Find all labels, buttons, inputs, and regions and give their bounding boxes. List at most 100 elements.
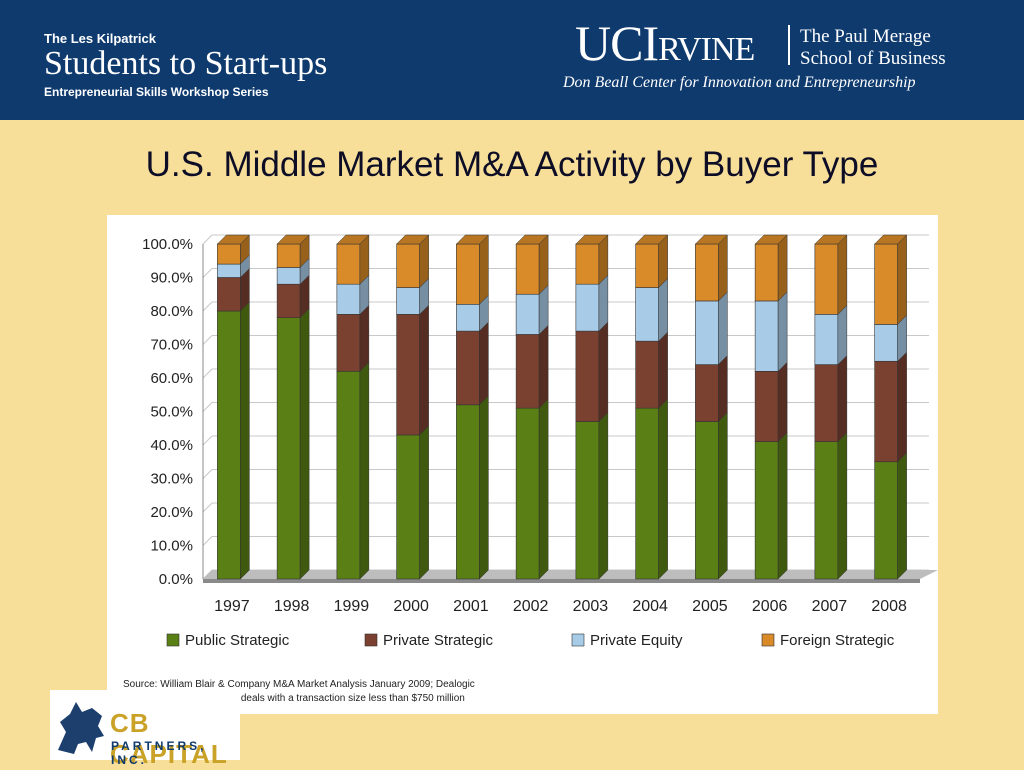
x-tick-label: 2006 bbox=[752, 598, 788, 615]
bar-segment bbox=[276, 317, 301, 580]
legend-swatch bbox=[761, 633, 775, 647]
bar-segment bbox=[635, 287, 659, 342]
cb-capital-logo: CB CAPITAL PARTNERS, INC. bbox=[50, 690, 240, 769]
bar-segment bbox=[336, 283, 361, 315]
bar-segment-side bbox=[777, 361, 788, 443]
bar-top bbox=[455, 234, 489, 245]
gridline-depth bbox=[202, 268, 213, 278]
bar-segment-side bbox=[359, 304, 370, 372]
bar-segment bbox=[754, 371, 779, 442]
header-banner: The Les Kilpatrick Students to Start-ups… bbox=[0, 0, 1024, 120]
bar-top bbox=[874, 234, 908, 245]
bar-segment bbox=[575, 283, 600, 332]
bar-top bbox=[396, 234, 430, 245]
x-tick-label: 2008 bbox=[871, 598, 907, 615]
uci-logo-uc: UCI bbox=[575, 15, 659, 71]
bar-segment bbox=[575, 243, 600, 285]
logo-sub: PARTNERS, INC. bbox=[111, 739, 207, 767]
x-tick-label: 2007 bbox=[812, 598, 848, 615]
bar-segment-side bbox=[419, 304, 429, 436]
bar-segment bbox=[276, 283, 301, 318]
bar-segment bbox=[515, 293, 540, 335]
slide-title: U.S. Middle Market M&A Activity by Buyer… bbox=[145, 145, 879, 184]
bar-segment bbox=[217, 263, 241, 278]
bar-top bbox=[754, 234, 788, 245]
bar-segment-side bbox=[718, 411, 728, 580]
bar-segment-side bbox=[837, 432, 848, 580]
legend-swatch bbox=[571, 633, 585, 647]
legend-swatch bbox=[364, 633, 378, 647]
bar-segment bbox=[754, 441, 779, 580]
bar-segment bbox=[874, 461, 898, 580]
x-tick-label: 1999 bbox=[334, 598, 370, 615]
bar-segment-side bbox=[658, 331, 668, 409]
x-tick-label: 2001 bbox=[453, 598, 489, 615]
bar-segment-side bbox=[897, 234, 907, 326]
bar-segment bbox=[874, 324, 898, 362]
gridline-depth bbox=[202, 234, 213, 245]
bar-segment bbox=[814, 441, 839, 580]
legend-label: Private Strategic bbox=[383, 632, 494, 649]
stacked-bar-chart: 0.0% 10.0% 20.0% 30.0% 40.0% 50.0% 60.0% 70.0% 8… bbox=[142, 234, 938, 649]
bar-segment bbox=[456, 243, 480, 305]
bar-segment-side bbox=[837, 354, 848, 443]
bar-segment bbox=[814, 314, 839, 365]
gridline-depth bbox=[202, 536, 213, 546]
bar-segment-side bbox=[598, 321, 609, 423]
school-name: The Paul Merage School of Business bbox=[800, 26, 946, 70]
bar-segment-side bbox=[718, 354, 728, 423]
bar-top bbox=[276, 234, 310, 245]
bar-top bbox=[336, 234, 370, 245]
chart-floor-edge bbox=[203, 579, 920, 583]
bar-top bbox=[814, 234, 848, 245]
bar-segment bbox=[695, 243, 719, 302]
bar-segment-side bbox=[538, 234, 549, 295]
bar-segment-side bbox=[897, 351, 907, 463]
bar-segment bbox=[217, 310, 241, 580]
gridline-depth bbox=[202, 435, 213, 446]
bar-top bbox=[515, 234, 549, 245]
series-subtitle: Entrepreneurial Skills Workshop Series bbox=[44, 85, 269, 99]
bar-segment-side bbox=[777, 432, 788, 580]
bar-segment bbox=[874, 243, 898, 325]
x-tick-label: 2005 bbox=[692, 598, 728, 615]
bar-segment bbox=[456, 404, 480, 580]
gridline-depth bbox=[202, 402, 213, 412]
bar-segment bbox=[456, 330, 480, 406]
bar-segment bbox=[695, 364, 719, 422]
legend-label: Public Strategic bbox=[185, 632, 290, 649]
chart-panel: 0.0% 10.0% 20.0% 30.0% 40.0% 50.0% 60.0% 70.0% 8… bbox=[107, 215, 938, 714]
bar-segment bbox=[635, 243, 659, 288]
bar-segment bbox=[336, 314, 361, 372]
bar-segment bbox=[217, 277, 241, 312]
bar-segment bbox=[276, 267, 301, 285]
center-name: Don Beall Center for Innovation and Entr… bbox=[563, 74, 916, 91]
bar-segment bbox=[396, 287, 420, 315]
bar-segment bbox=[754, 300, 779, 372]
series-title: Students to Start-ups bbox=[44, 45, 328, 82]
y-tick-label: 0.0% bbox=[159, 571, 193, 588]
bar-segment-side bbox=[777, 291, 788, 372]
legend-swatch bbox=[166, 633, 180, 647]
bar-segment-side bbox=[897, 452, 907, 580]
bar-segment-side bbox=[479, 395, 489, 580]
bar-segment-side bbox=[658, 277, 668, 342]
x-tick-label: 2002 bbox=[513, 598, 549, 615]
bar-segment-side bbox=[359, 361, 370, 580]
source-line-2: Middle Market includes all deals with a … bbox=[123, 693, 465, 704]
y-tick-label: 100.0% bbox=[142, 236, 193, 253]
bar-top bbox=[635, 234, 669, 245]
bar-segment-side bbox=[658, 398, 668, 580]
bar-segment bbox=[575, 421, 600, 580]
y-tick-label: 80.0% bbox=[150, 303, 193, 320]
school-name-line1: The Paul Merage bbox=[800, 26, 931, 47]
bar-segment bbox=[814, 243, 839, 315]
source-note: Source: William Blair & Company M&A Mark… bbox=[123, 678, 543, 706]
y-tick-label: 40.0% bbox=[150, 437, 193, 454]
bar-segment bbox=[635, 407, 659, 580]
bar-segment-side bbox=[419, 425, 429, 580]
bar-segment bbox=[515, 243, 540, 295]
x-tick-label: 2000 bbox=[393, 598, 429, 615]
x-tick-label: 2004 bbox=[632, 598, 668, 615]
bar-segment-side bbox=[240, 301, 250, 580]
